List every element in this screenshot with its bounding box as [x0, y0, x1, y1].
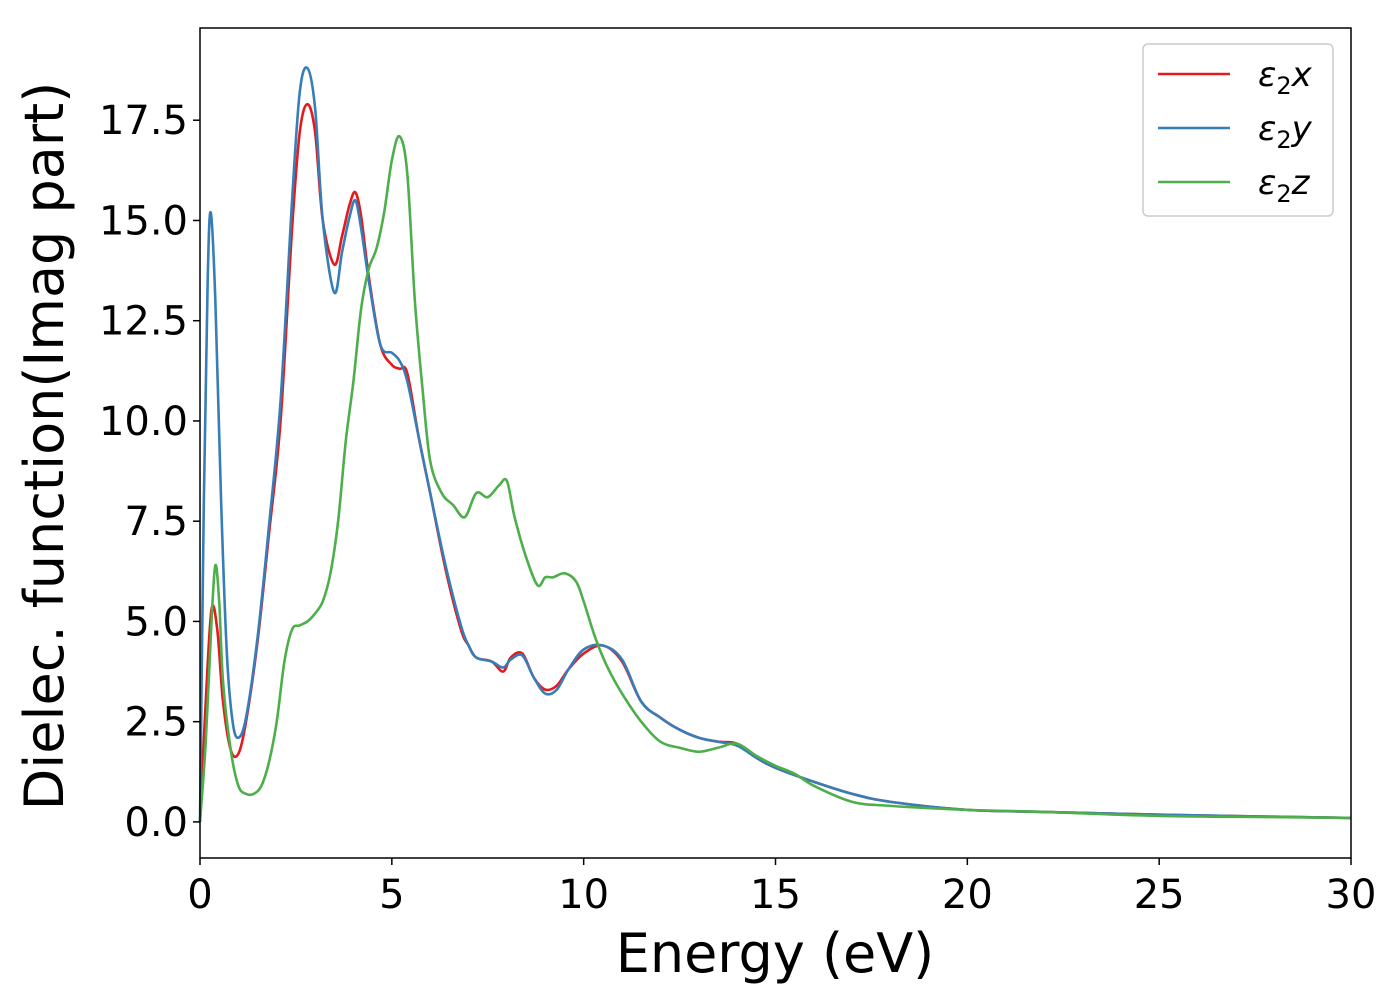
y-tick-label: 15.0: [99, 198, 188, 244]
legend-label-x: ε2x: [1258, 55, 1313, 100]
legend: ε2x ε2y ε2z: [1142, 43, 1334, 217]
x-tick-label: 10: [558, 872, 609, 918]
y-tick-label: 12.5: [99, 299, 188, 345]
legend-items: ε2x ε2y ε2z: [1158, 55, 1313, 208]
y-axis-title: Dielec. function(Imag part): [13, 82, 76, 811]
y-tick-label: 2.5: [124, 700, 188, 746]
x-axis-ticks: 0 5 10 15 20 25 30: [187, 858, 1376, 918]
x-tick-label: 0: [187, 872, 212, 918]
x-axis-title: Energy (eV): [616, 922, 935, 985]
plot-lines: [198, 66, 1352, 823]
x-tick-label: 5: [379, 872, 404, 918]
y-tick-label: 7.5: [124, 499, 188, 545]
y-tick-label: 0.0: [124, 800, 188, 846]
legend-box: [1142, 43, 1334, 217]
x-tick-label: 30: [1326, 872, 1377, 918]
x-tick-label: 25: [1134, 872, 1185, 918]
y-axis-ticks: 0.0 2.5 5.0 7.5 10.0 12.5 15.0 17.5: [99, 98, 200, 846]
y-tick-label: 17.5: [99, 98, 188, 144]
legend-label-y: ε2y: [1258, 109, 1313, 154]
x-tick-label: 15: [750, 872, 801, 918]
y-tick-label: 5.0: [124, 599, 188, 645]
y-tick-label: 10.0: [99, 399, 188, 445]
x-tick-label: 20: [942, 872, 993, 918]
series-line-z: [198, 134, 1352, 823]
legend-label-z: ε2z: [1258, 163, 1311, 208]
